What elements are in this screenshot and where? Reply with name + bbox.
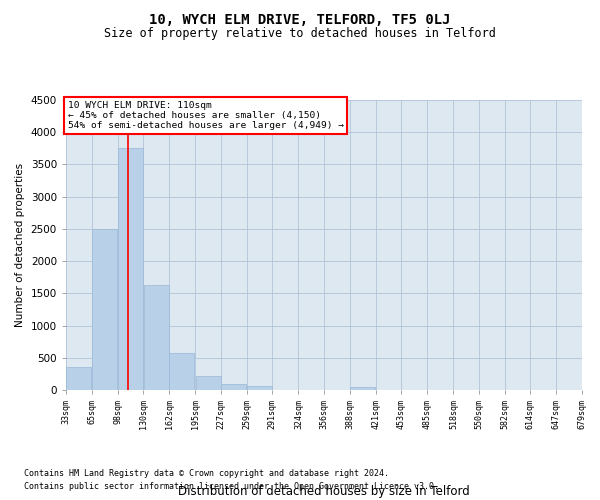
Bar	[118, 148, 143, 390]
Text: 10 WYCH ELM DRIVE: 110sqm
← 45% of detached houses are smaller (4,150)
54% of se: 10 WYCH ELM DRIVE: 110sqm ← 45% of detac…	[68, 100, 344, 130]
Bar	[92, 229, 117, 390]
Bar	[169, 353, 194, 390]
X-axis label: Distribution of detached houses by size in Telford: Distribution of detached houses by size …	[178, 484, 470, 498]
Text: Contains HM Land Registry data © Crown copyright and database right 2024.: Contains HM Land Registry data © Crown c…	[24, 468, 389, 477]
Bar	[144, 286, 169, 390]
Bar	[196, 376, 221, 390]
Y-axis label: Number of detached properties: Number of detached properties	[15, 163, 25, 327]
Bar	[221, 384, 246, 390]
Bar	[247, 386, 272, 390]
Text: Size of property relative to detached houses in Telford: Size of property relative to detached ho…	[104, 28, 496, 40]
Text: Contains public sector information licensed under the Open Government Licence v3: Contains public sector information licen…	[24, 482, 439, 491]
Bar	[67, 368, 91, 390]
Bar	[350, 387, 375, 390]
Text: 10, WYCH ELM DRIVE, TELFORD, TF5 0LJ: 10, WYCH ELM DRIVE, TELFORD, TF5 0LJ	[149, 12, 451, 26]
